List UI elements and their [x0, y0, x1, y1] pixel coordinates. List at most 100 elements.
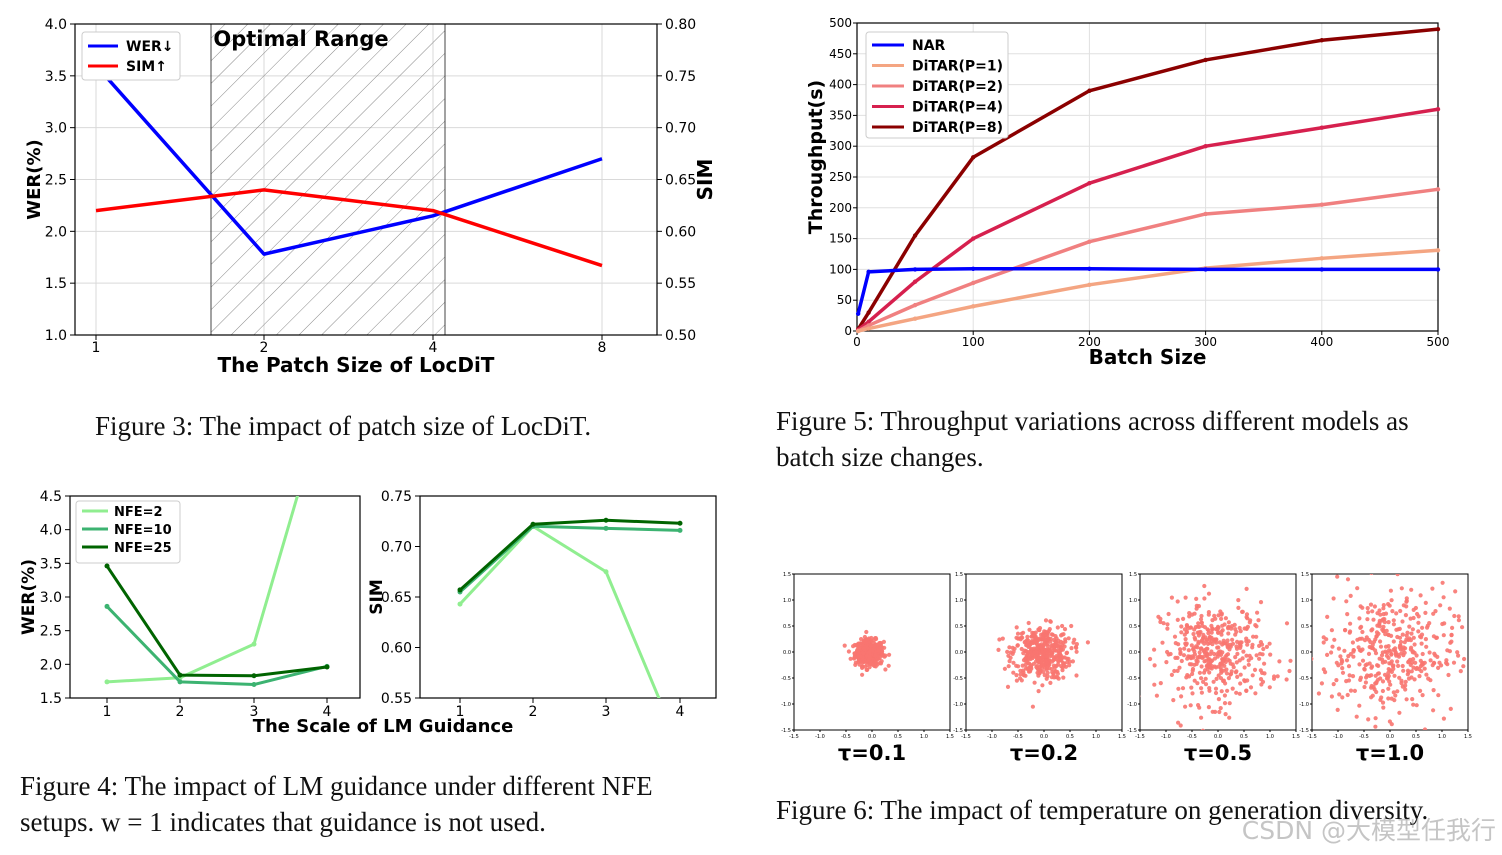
scatter-point [1021, 658, 1027, 663]
scatter-point [1329, 628, 1334, 633]
scatter-point [1441, 595, 1446, 600]
y-tick-label: 1.0 [783, 598, 791, 604]
scatter-point [1152, 663, 1157, 668]
figure-6-panel-3: -1.5-1.5 -1.0 -1.0 -0.5 -0.5 0.0 0.0 0.5 0.5 1.0 1… [1127, 572, 1300, 765]
x-tick-label: -1.0 [1333, 734, 1343, 740]
scatter-point [1085, 640, 1090, 645]
scatter-point [1316, 691, 1321, 696]
scatter-point [1258, 600, 1264, 605]
scatter-point [1364, 675, 1369, 680]
scatter-point [1192, 611, 1197, 616]
figure-5-caption: Figure 5: Throughput variations across d… [776, 403, 1409, 475]
y-tick-label: 0.75 [381, 489, 412, 505]
scatter-point [1196, 703, 1201, 708]
x-tick-label: 1.5 [946, 734, 954, 740]
scatter-point [1378, 644, 1384, 649]
scatter-point [1296, 669, 1300, 673]
series-point [603, 517, 609, 523]
scatter-point [1424, 672, 1429, 677]
scatter-point [1369, 574, 1374, 575]
scatter-point [1411, 665, 1416, 670]
scatter-point [1401, 668, 1406, 673]
scatter-point [868, 643, 874, 648]
scatter-point [1246, 662, 1251, 667]
scatter-point [1218, 661, 1223, 667]
scatter-point [1154, 693, 1159, 698]
scatter-point [1181, 616, 1186, 621]
scatter-point [1404, 633, 1409, 638]
scatter-point [1403, 613, 1408, 618]
scatter-point [1222, 693, 1227, 698]
scatter-point [1061, 675, 1066, 680]
scatter-point [1214, 676, 1219, 681]
scatter-point [1230, 637, 1235, 642]
scatter-point [1244, 636, 1249, 641]
scatter-point [1246, 639, 1251, 644]
y-left-tick-label: 3.0 [45, 121, 67, 137]
y-tick-label: 0.0 [783, 650, 791, 656]
scatter-point [856, 658, 862, 663]
scatter-point [1419, 669, 1424, 674]
figure-6: -1.5 -1.5 -1.0 -1.0 -0.5 -0.5 0.0 0.0 0.5 0.5 1.0 1… [770, 560, 1490, 770]
scatter-point [1373, 637, 1378, 642]
scatter-point [1437, 660, 1442, 665]
figure-4-caption-line-2: setups. w = 1 indicates that guidance is… [20, 807, 546, 837]
series-point [1435, 267, 1441, 272]
scatter-point [1394, 611, 1399, 616]
y-right-tick-label: 0.75 [665, 69, 696, 85]
scatter-point [1018, 676, 1023, 681]
scatter-point [1373, 724, 1378, 729]
scatter-point [859, 637, 864, 642]
scatter-point [1164, 660, 1169, 665]
scatter-point [1420, 693, 1425, 698]
scatter-point [1237, 625, 1242, 631]
scatter-point [1062, 627, 1068, 632]
scatter-point [887, 652, 892, 657]
scatter-point [1370, 609, 1375, 614]
scatter-point [1199, 613, 1204, 619]
scatter-point [1377, 618, 1382, 623]
x-tick-label: -0.5 [1013, 734, 1023, 740]
scatter-point [1191, 631, 1196, 637]
x-tick-label: 2 [260, 340, 269, 356]
scatter-point [1235, 651, 1240, 656]
scatter-point [1277, 659, 1282, 664]
scatter-point [1042, 629, 1047, 634]
scatter-point [1398, 608, 1403, 614]
scatter-point [1244, 626, 1249, 631]
scatter-point [1455, 650, 1460, 655]
scatter-point [1227, 701, 1232, 706]
scatter-point [1422, 666, 1427, 671]
scatter-point [1197, 670, 1202, 675]
scatter-point [1360, 647, 1365, 652]
y-tick-label: 3.5 [40, 556, 62, 572]
scatter-point [1336, 646, 1341, 651]
scatter-point [873, 653, 878, 658]
series-line-ditar-p-8- [856, 27, 1439, 331]
scatter-point [1399, 678, 1404, 683]
scatter-point [1226, 620, 1231, 625]
y-tick-label: 4.0 [40, 523, 62, 539]
y-right-tick-label: 0.70 [665, 121, 696, 137]
scatter-point [1014, 678, 1019, 683]
scatter-point [1199, 664, 1204, 669]
scatter-point [1400, 619, 1405, 624]
scatter-point [1238, 681, 1243, 686]
scatter-point [1213, 686, 1219, 691]
scatter-point [1238, 645, 1243, 650]
scatter-point [1035, 664, 1040, 669]
scatter-point [1238, 641, 1243, 646]
scatter-point [1180, 686, 1186, 691]
scatter-point [1190, 668, 1195, 673]
scatter-point [1250, 642, 1255, 647]
x-tick-label: 1.5 [1292, 734, 1300, 740]
scatter-point [1044, 676, 1049, 681]
scatter-point [1049, 659, 1055, 664]
scatter-point [857, 641, 862, 646]
series-point [325, 393, 330, 398]
series-point [971, 304, 976, 309]
scatter-point [1195, 681, 1200, 686]
scatter-point [1038, 644, 1043, 650]
scatter-point [1006, 664, 1011, 669]
scatter-point [1042, 637, 1047, 642]
